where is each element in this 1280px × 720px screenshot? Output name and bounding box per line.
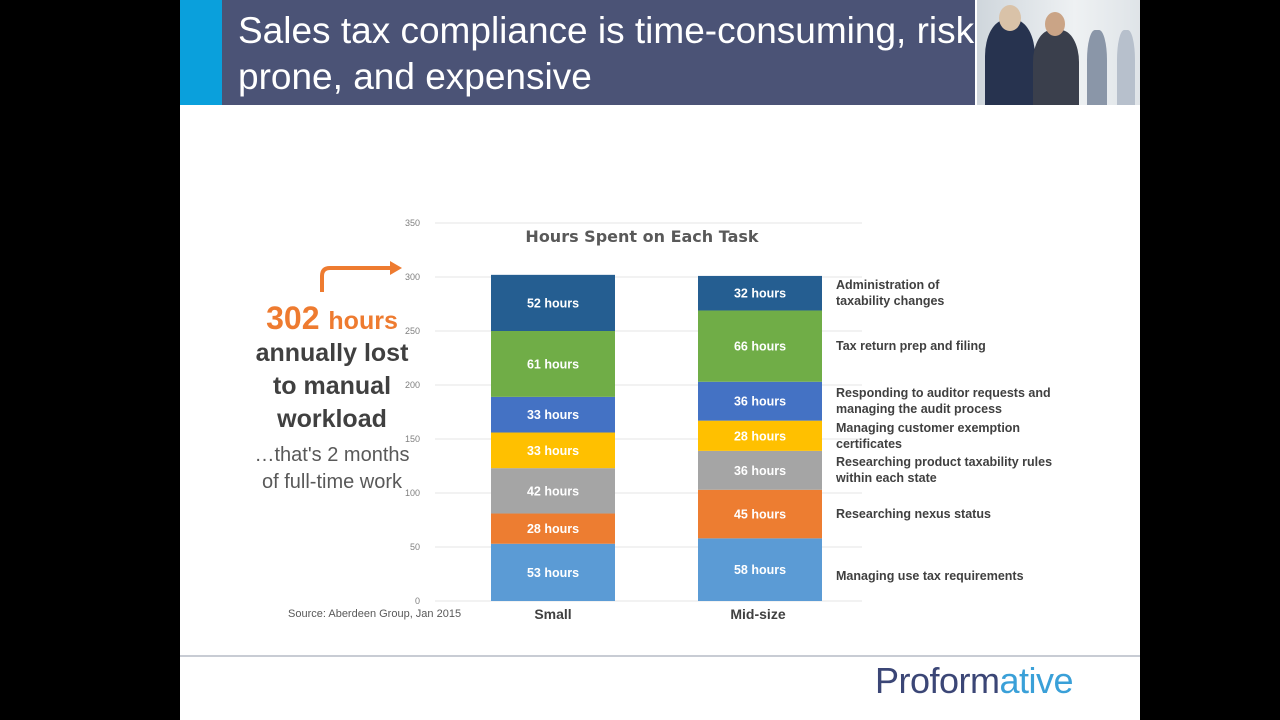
callout-text: annually lost to manual workload xyxy=(255,339,409,433)
chart-title: Hours Spent on Each Task xyxy=(525,227,758,246)
data-label: 33 hours xyxy=(527,444,579,458)
data-label: 36 hours xyxy=(734,395,786,409)
y-tick-label: 50 xyxy=(410,542,420,552)
callout-subtext: …that's 2 months of full-time work xyxy=(254,444,410,493)
legend-item: Administration of taxability changes xyxy=(836,278,945,309)
y-tick-label: 350 xyxy=(405,218,420,228)
slide: Sales tax compliance is time-consuming, … xyxy=(180,0,1140,720)
data-label: 28 hours xyxy=(734,429,786,443)
title-bar: Sales tax compliance is time-consuming, … xyxy=(222,0,975,105)
business-people-photo xyxy=(977,0,1140,105)
data-label: 42 hours xyxy=(527,484,579,498)
y-tick-label: 150 xyxy=(405,434,420,444)
data-label: 53 hours xyxy=(527,566,579,580)
legend-item: Tax return prep and filing xyxy=(836,339,986,354)
data-label: 28 hours xyxy=(527,522,579,536)
slide-title: Sales tax compliance is time-consuming, … xyxy=(238,10,975,97)
divider xyxy=(180,655,1140,657)
legend-item: Managing use tax requirements xyxy=(836,568,1024,583)
y-tick-label: 100 xyxy=(405,488,420,498)
y-tick-label: 200 xyxy=(405,380,420,390)
data-label: 61 hours xyxy=(527,357,579,371)
bar-segment xyxy=(491,331,615,397)
bar-segment xyxy=(698,275,822,311)
bar-segment xyxy=(698,420,822,451)
bar-segment xyxy=(491,274,615,331)
bar-segment xyxy=(491,468,615,514)
callout: 302 hours annually lost to manual worklo… xyxy=(247,300,417,496)
bar-segment xyxy=(698,538,822,601)
x-tick-label: Mid-size xyxy=(730,606,785,622)
bar-segment xyxy=(491,543,615,601)
legend-item: Responding to auditor requests and managi… xyxy=(836,386,1051,417)
bar-segment xyxy=(698,381,822,421)
bar-segment xyxy=(698,489,822,539)
data-label: 66 hours xyxy=(734,340,786,354)
callout-number: 302 hours xyxy=(266,300,398,336)
bar-segment xyxy=(491,513,615,544)
arrow-head-icon xyxy=(390,261,402,275)
legend-item: Researching nexus status xyxy=(836,507,991,522)
bar-segment xyxy=(491,432,615,469)
data-label: 36 hours xyxy=(734,464,786,478)
arrow-icon xyxy=(320,266,392,292)
y-tick-label: 300 xyxy=(405,272,420,282)
data-label: 45 hours xyxy=(734,508,786,522)
y-tick-label: 0 xyxy=(415,596,420,606)
data-label: 52 hours xyxy=(527,296,579,310)
bar-segment xyxy=(698,450,822,490)
x-tick-label: Small xyxy=(534,606,571,622)
data-label: 58 hours xyxy=(734,563,786,577)
proformative-logo: Proformative xyxy=(875,660,1074,701)
stacked-bar-chart: 0 50 100 150 200 250 300 350 Hours Spent on Each… xyxy=(320,218,862,622)
y-tick-label: 250 xyxy=(405,326,420,336)
data-label: 33 hours xyxy=(527,408,579,422)
data-label: 32 hours xyxy=(734,287,786,301)
legend-item: Researching product taxability rules with… xyxy=(836,455,1053,486)
bar-segment xyxy=(698,310,822,382)
legend-item: Managing customer exemption certificates xyxy=(836,420,1021,451)
source-note: Source: Aberdeen Group, Jan 2015 xyxy=(288,608,462,620)
accent-bar xyxy=(180,0,222,105)
bar-segment xyxy=(491,396,615,433)
